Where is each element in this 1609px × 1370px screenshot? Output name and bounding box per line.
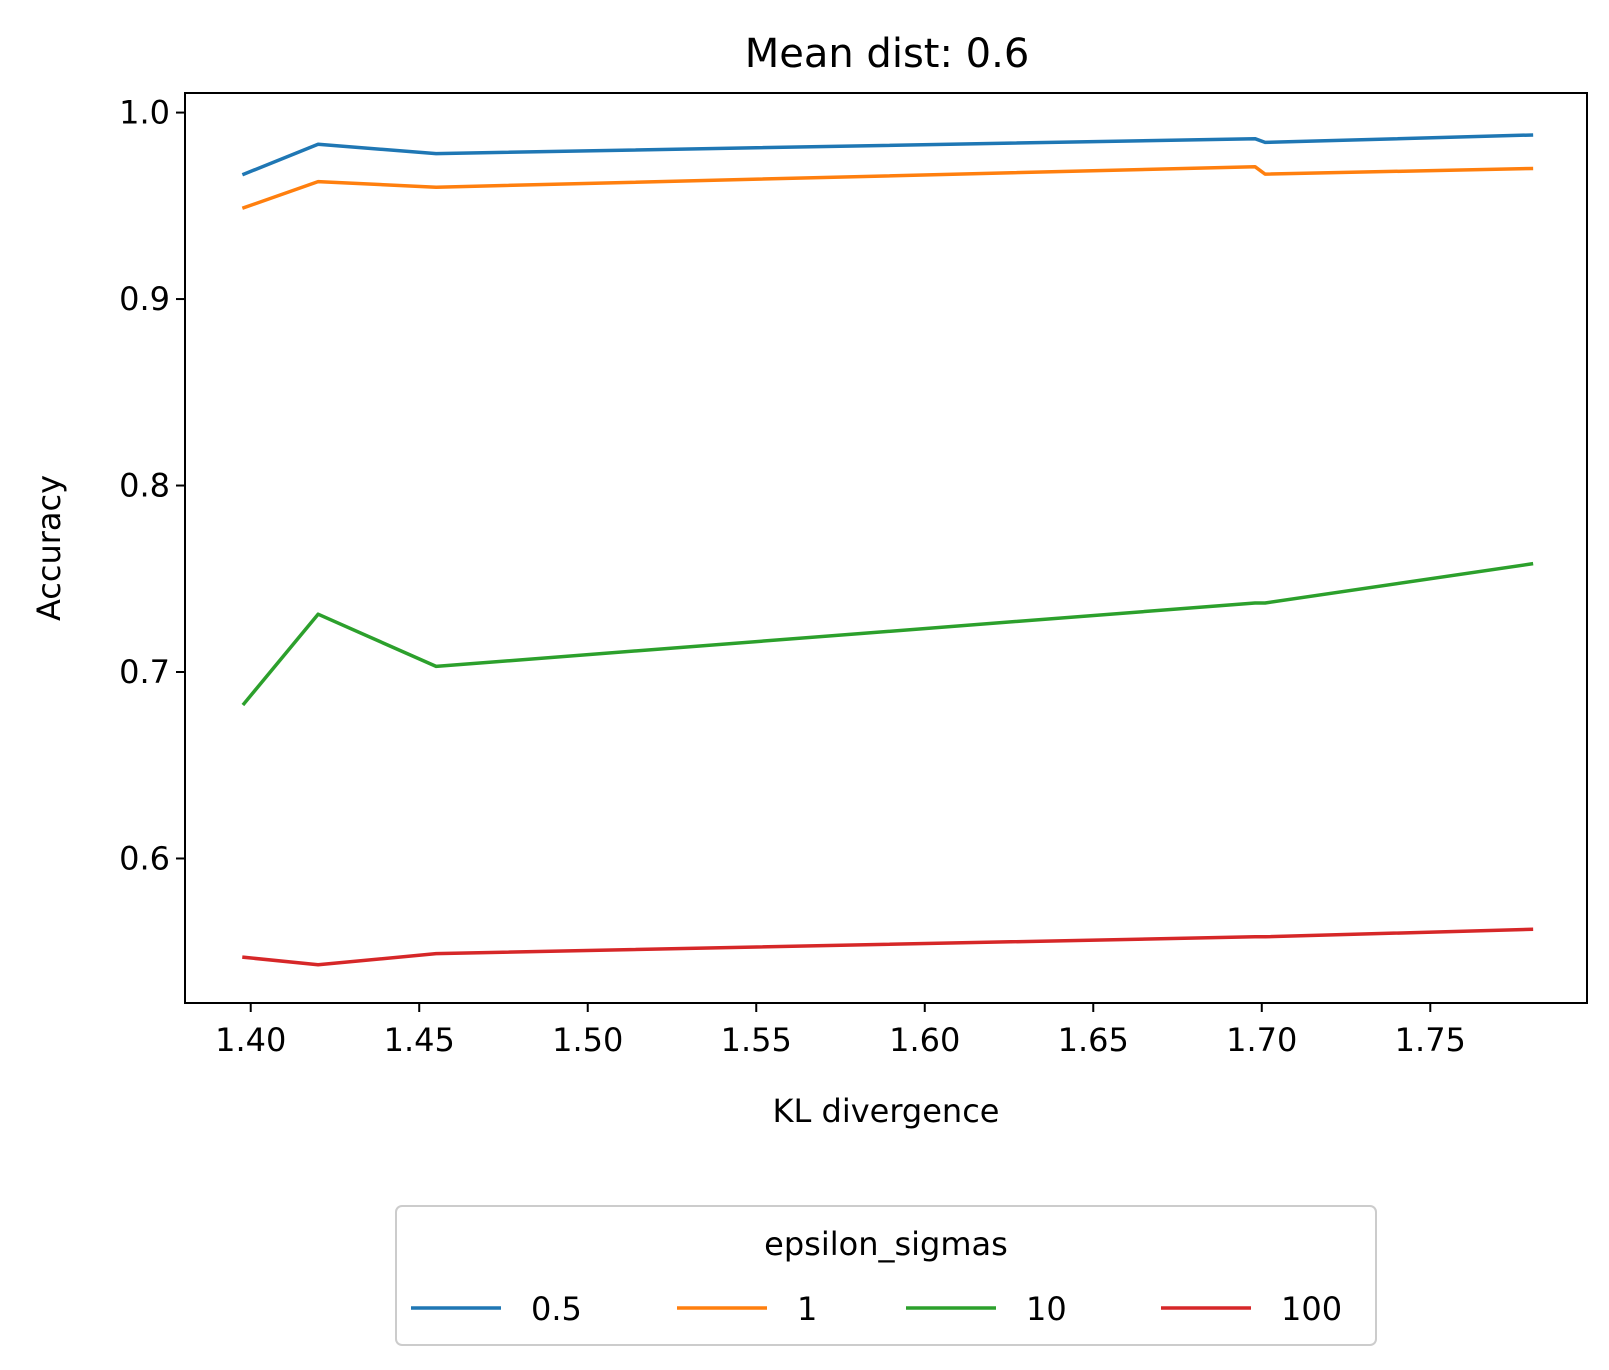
x-tick-label: 1.45 — [384, 1021, 455, 1059]
x-tick-label: 1.50 — [552, 1021, 623, 1059]
x-tick-label: 1.65 — [1058, 1021, 1129, 1059]
series-line-0 — [241, 133, 1534, 177]
y-axis-label: Accuracy — [30, 475, 68, 621]
series-line-3 — [242, 927, 1534, 967]
x-tick-label: 1.55 — [721, 1021, 792, 1059]
legend-title: epsilon_sigmas — [764, 1225, 1008, 1263]
plot-area-frame — [184, 92, 1588, 1004]
legend-label-1: 1 — [797, 1290, 817, 1328]
series-line-1 — [241, 164, 1534, 210]
y-tick-label: 1.0 — [119, 94, 170, 132]
legend-label-3: 100 — [1281, 1290, 1342, 1328]
plot-lines — [241, 133, 1534, 967]
x-tick-label: 1.60 — [889, 1021, 960, 1059]
y-tick-label: 0.7 — [119, 653, 170, 691]
x-axis-ticks: 1.40 1.45 1.50 1.55 1.60 1.65 1.70 1.75 — [215, 1003, 1466, 1059]
chart-title: Mean dist: 0.6 — [745, 31, 1030, 77]
legend-label-0: 0.5 — [531, 1290, 582, 1328]
y-tick-label: 0.8 — [119, 467, 170, 505]
y-tick-label: 0.6 — [119, 839, 170, 877]
legend: epsilon_sigmas 0.5 1 10 100 — [395, 1205, 1377, 1346]
legend-frame — [395, 1205, 1377, 1346]
y-tick-label: 0.9 — [119, 280, 170, 318]
x-axis-label: KL divergence — [773, 1092, 1000, 1130]
legend-label-2: 10 — [1026, 1290, 1067, 1328]
x-tick-label: 1.40 — [215, 1021, 286, 1059]
y-axis-ticks: 0.6 0.7 0.8 0.9 1.0 — [119, 94, 185, 877]
x-tick-label: 1.70 — [1226, 1021, 1297, 1059]
series-line-2 — [241, 561, 1534, 707]
x-tick-label: 1.75 — [1395, 1021, 1466, 1059]
legend-entries: 0.5 1 10 100 — [411, 1290, 1342, 1328]
